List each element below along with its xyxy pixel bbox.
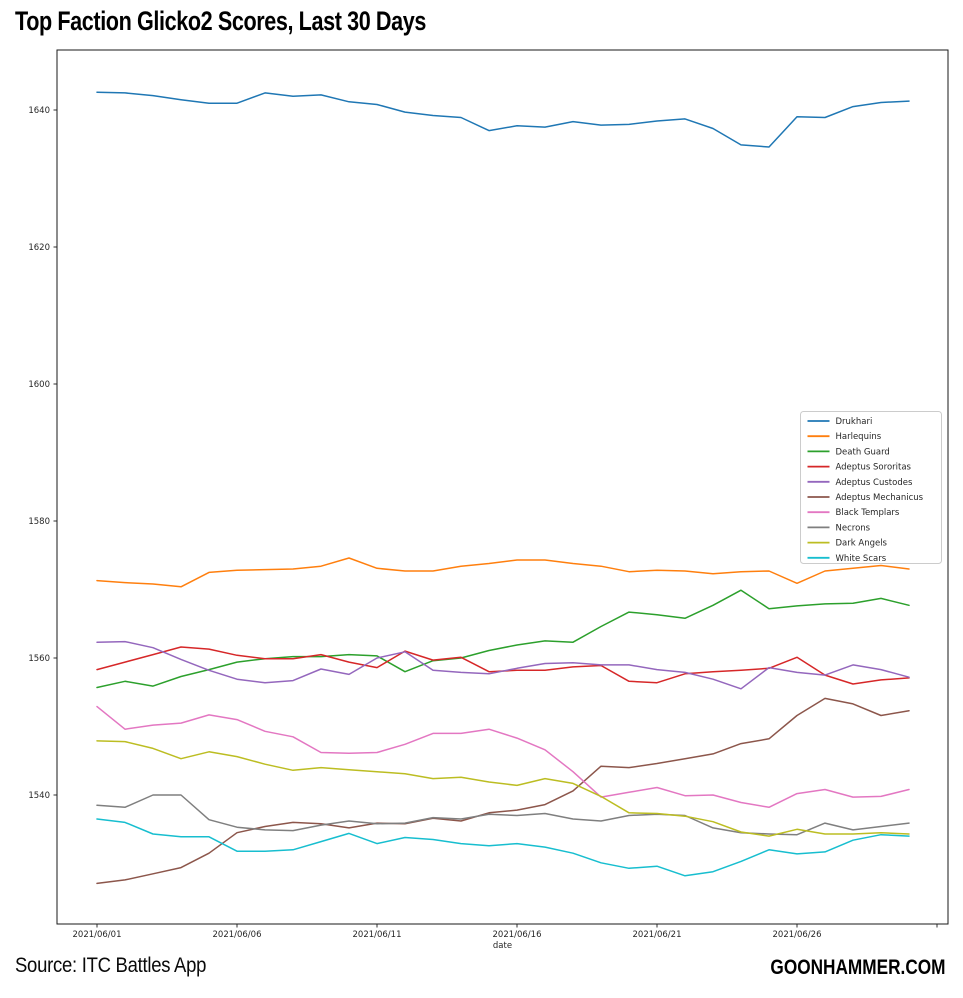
line-chart: 1540 1560 1580 1600 1620 1640 2021/06/01 2021/0… bbox=[28, 49, 949, 950]
y-tick-label: 1600 bbox=[28, 380, 50, 390]
series-line-black-templars bbox=[96, 705, 910, 809]
x-tick-label: 2021/06/11 bbox=[353, 930, 402, 940]
series-line-white-scars bbox=[96, 818, 910, 877]
legend-entry-necrons: Necrons bbox=[807, 523, 871, 533]
legend-box bbox=[800, 411, 942, 564]
x-tick-label: 2021/06/21 bbox=[633, 930, 682, 940]
y-tick-label: 1620 bbox=[28, 243, 50, 253]
y-tick-label: 1560 bbox=[28, 654, 50, 664]
legend-entry-dark-angels: Dark Angels bbox=[807, 539, 888, 549]
y-tick-label: 1580 bbox=[28, 517, 50, 527]
legend-label: White Scars bbox=[836, 554, 887, 564]
legend: Drukhari Harlequins Death Guard Adeptus Sor… bbox=[800, 411, 942, 564]
series-line-death-guard bbox=[96, 589, 910, 689]
legend-entry-white-scars: White Scars bbox=[807, 554, 887, 564]
legend-label: Necrons bbox=[836, 523, 871, 533]
series-line-drukhari bbox=[96, 91, 910, 148]
brand-logo-text: GOONHAMMER.COM bbox=[769, 956, 945, 979]
plot-frame bbox=[56, 49, 949, 925]
legend-entry-adeptus-custodes: Adeptus Custodes bbox=[807, 478, 913, 488]
legend-label: Death Guard bbox=[836, 447, 890, 457]
x-tick-label: 2021/06/06 bbox=[213, 930, 262, 940]
source-attribution: Source: ITC Battles App bbox=[15, 954, 207, 977]
page-title: Top Faction Glicko2 Scores, Last 30 Days bbox=[15, 6, 426, 36]
y-tick-label: 1640 bbox=[28, 106, 50, 116]
legend-label: Drukhari bbox=[836, 417, 873, 427]
x-axis-label: date bbox=[493, 941, 512, 950]
legend-entry-black-templars: Black Templars bbox=[807, 508, 900, 518]
series-line-dark-angels bbox=[96, 740, 910, 837]
legend-label: Black Templars bbox=[836, 508, 900, 518]
legend-entry-drukhari: Drukhari bbox=[807, 417, 873, 427]
legend-label: Adeptus Custodes bbox=[836, 478, 913, 488]
series-line-harlequins bbox=[96, 557, 910, 588]
legend-entry-harlequins: Harlequins bbox=[807, 432, 882, 442]
plot-area bbox=[57, 50, 948, 924]
legend-label: Dark Angels bbox=[836, 539, 888, 549]
legend-label: Adeptus Sororitas bbox=[836, 463, 912, 473]
x-tick-label: 2021/06/26 bbox=[773, 930, 822, 940]
legend-entry-adeptus-sororitas: Adeptus Sororitas bbox=[807, 463, 912, 473]
series-line-necrons bbox=[96, 794, 910, 836]
legend-label: Adeptus Mechanicus bbox=[836, 493, 924, 503]
x-tick-label: 2021/06/16 bbox=[493, 930, 542, 940]
series-line-adeptus-mechanicus bbox=[96, 697, 910, 885]
legend-entry-death-guard: Death Guard bbox=[807, 447, 890, 457]
series-line-adeptus-custodes bbox=[96, 640, 910, 690]
legend-label: Harlequins bbox=[836, 432, 882, 442]
y-tick-label: 1540 bbox=[28, 791, 50, 801]
legend-entry-adeptus-mechanicus: Adeptus Mechanicus bbox=[807, 493, 924, 503]
x-tick-label: 2021/06/01 bbox=[73, 930, 122, 940]
